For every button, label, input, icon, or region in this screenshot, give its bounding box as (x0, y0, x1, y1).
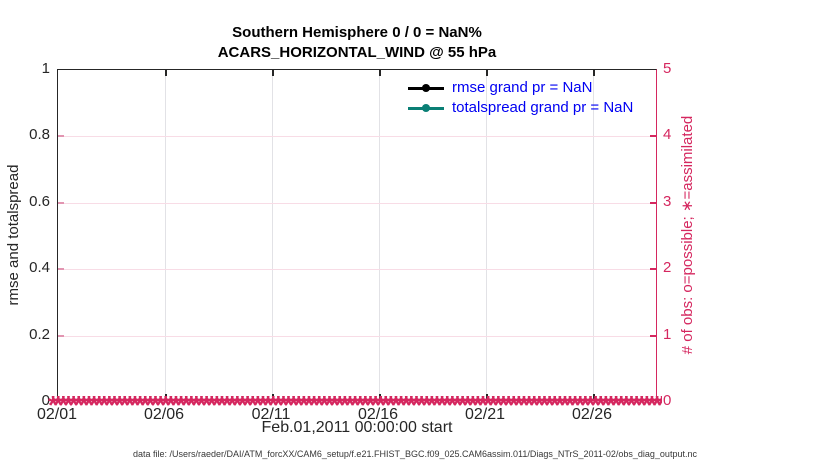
axis-tick (58, 268, 64, 270)
axis-tick (165, 394, 167, 400)
gridline-vertical (593, 70, 594, 400)
axis-tick (486, 70, 488, 76)
axis-tick (593, 70, 595, 76)
legend: rmse grand pr = NaN totalspread grand pr… (408, 78, 633, 118)
figure-subtitle: ACARS_HORIZONTAL_WIND @ 55 hPa (217, 44, 497, 61)
axis-tick (379, 394, 381, 400)
x-tick-label: 02/21 (464, 406, 506, 423)
gridline-horizontal (58, 269, 656, 270)
x-tick-label: 02/26 (571, 406, 613, 423)
gridline-vertical (165, 70, 166, 400)
y-tick-label-left: 0.8 (29, 126, 50, 143)
axis-tick (650, 202, 656, 204)
y-tick-label-right: 3 (663, 193, 672, 210)
axis-tick (379, 70, 381, 76)
legend-label: totalspread grand pr = NaN (452, 99, 634, 116)
axis-tick (486, 394, 488, 400)
y-tick-label-right: 1 (663, 326, 672, 343)
y-tick-label-right: 2 (663, 259, 672, 276)
axis-tick (272, 394, 274, 400)
axis-tick (650, 135, 656, 137)
axis-tick (272, 70, 274, 76)
y-tick-label-right: 4 (663, 126, 672, 143)
gridline-vertical (379, 70, 380, 400)
axis-tick (593, 394, 595, 400)
legend-item-rmse: rmse grand pr = NaN (408, 78, 633, 98)
axis-tick (650, 335, 656, 337)
axis-tick (650, 268, 656, 270)
y-tick-label-left: 0.2 (29, 326, 50, 343)
x-tick-label: 02/01 (36, 406, 78, 423)
y-tick-label-left: 0 (41, 392, 50, 409)
y-tick-label-right: 0 (663, 392, 672, 409)
y-tick-label-left: 0.6 (29, 193, 50, 210)
legend-item-totalspread: totalspread grand pr = NaN (408, 98, 633, 118)
y-tick-label-right: 5 (663, 60, 672, 77)
legend-label: rmse grand pr = NaN (452, 79, 593, 96)
gridline-horizontal (58, 203, 656, 204)
y-axis-right-label: # of obs: o=possible; ∗=assimilated (679, 115, 696, 355)
x-tick-label: 02/16 (357, 406, 399, 423)
y-tick-label-left: 1 (41, 60, 50, 77)
x-tick-label: 02/06 (143, 406, 185, 423)
axis-tick (58, 202, 64, 204)
gridline-horizontal (58, 136, 656, 137)
obs-marker-band: ****************************************… (48, 395, 662, 415)
gridline-vertical (486, 70, 487, 400)
axis-tick (58, 135, 64, 137)
axis-tick (58, 335, 64, 337)
circle-marker-icon (422, 84, 430, 92)
y-axis-left-label: rmse and totalspread (5, 164, 22, 306)
footer-datafile-path: data file: /Users/raeder/DAI/ATM_forcXX/… (133, 449, 697, 459)
axis-tick (165, 70, 167, 76)
gridline-horizontal (58, 336, 656, 337)
circle-marker-icon (422, 104, 430, 112)
plot-area (57, 69, 657, 401)
x-axis-label: Feb.01,2011 00:00:00 start (261, 419, 453, 436)
y-tick-label-left: 0.4 (29, 259, 50, 276)
gridline-vertical (272, 70, 273, 400)
x-tick-label: 02/11 (251, 406, 291, 423)
figure-title: Southern Hemisphere 0 / 0 = NaN% (232, 24, 482, 41)
